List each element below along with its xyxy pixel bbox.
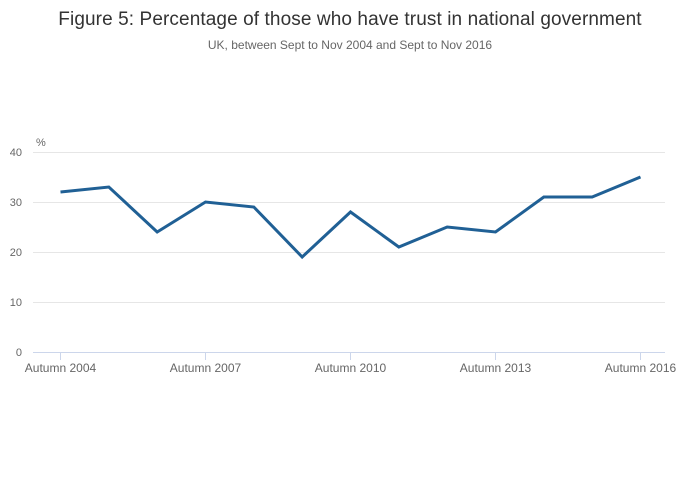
- chart-title: Figure 5: Percentage of those who have t…: [58, 9, 642, 30]
- y-tick-label: 40: [10, 147, 22, 159]
- x-tick-label: Autumn 2016: [605, 361, 677, 375]
- y-tick-label: 20: [10, 247, 22, 259]
- y-tick-label: 30: [10, 197, 22, 209]
- y-axis-unit-label: %: [36, 137, 46, 149]
- y-tick-label: 10: [10, 297, 22, 309]
- x-tick-label: Autumn 2007: [170, 361, 242, 375]
- y-tick-label: 0: [16, 347, 22, 359]
- x-tick-label: Autumn 2004: [25, 361, 97, 375]
- x-tick-label: Autumn 2013: [460, 361, 532, 375]
- chart-subtitle: UK, between Sept to Nov 2004 and Sept to…: [207, 38, 493, 52]
- trust-line: [60, 175, 642, 260]
- x-tick-label: Autumn 2010: [315, 361, 387, 375]
